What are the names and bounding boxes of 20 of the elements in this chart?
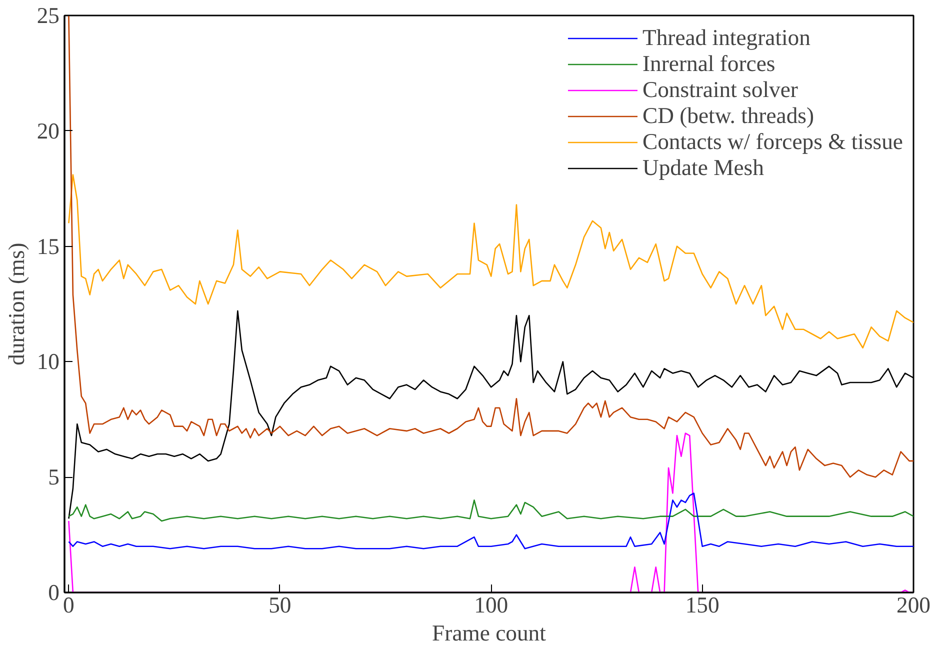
y-tick-label: 25 (36, 3, 60, 28)
y-tick-label: 15 (36, 234, 60, 259)
y-tick-label: 20 (36, 118, 60, 144)
y-tick-label: 5 (48, 464, 60, 490)
line-series (68, 500, 914, 522)
x-tick-label: 150 (685, 592, 720, 618)
legend-label: Constraint solver (642, 77, 798, 103)
x-tick-label: 100 (474, 592, 508, 618)
y-axis-title: duration (ms) (4, 242, 29, 366)
legend-label: Update Mesh (642, 155, 764, 181)
legend-label: Contacts w/ forceps & tissue (642, 129, 903, 155)
x-tick-label: 50 (268, 592, 292, 618)
legend-label: Inrernal forces (642, 51, 776, 77)
y-tick-label: 10 (36, 349, 60, 374)
x-axis-title: Frame count (432, 620, 547, 646)
line-series (68, 492, 914, 550)
legend-label: CD (betw. threads) (642, 103, 814, 129)
x-tick-label: 200 (896, 592, 930, 618)
legend-label: Thread integration (642, 25, 810, 51)
line-series (68, 16, 914, 478)
